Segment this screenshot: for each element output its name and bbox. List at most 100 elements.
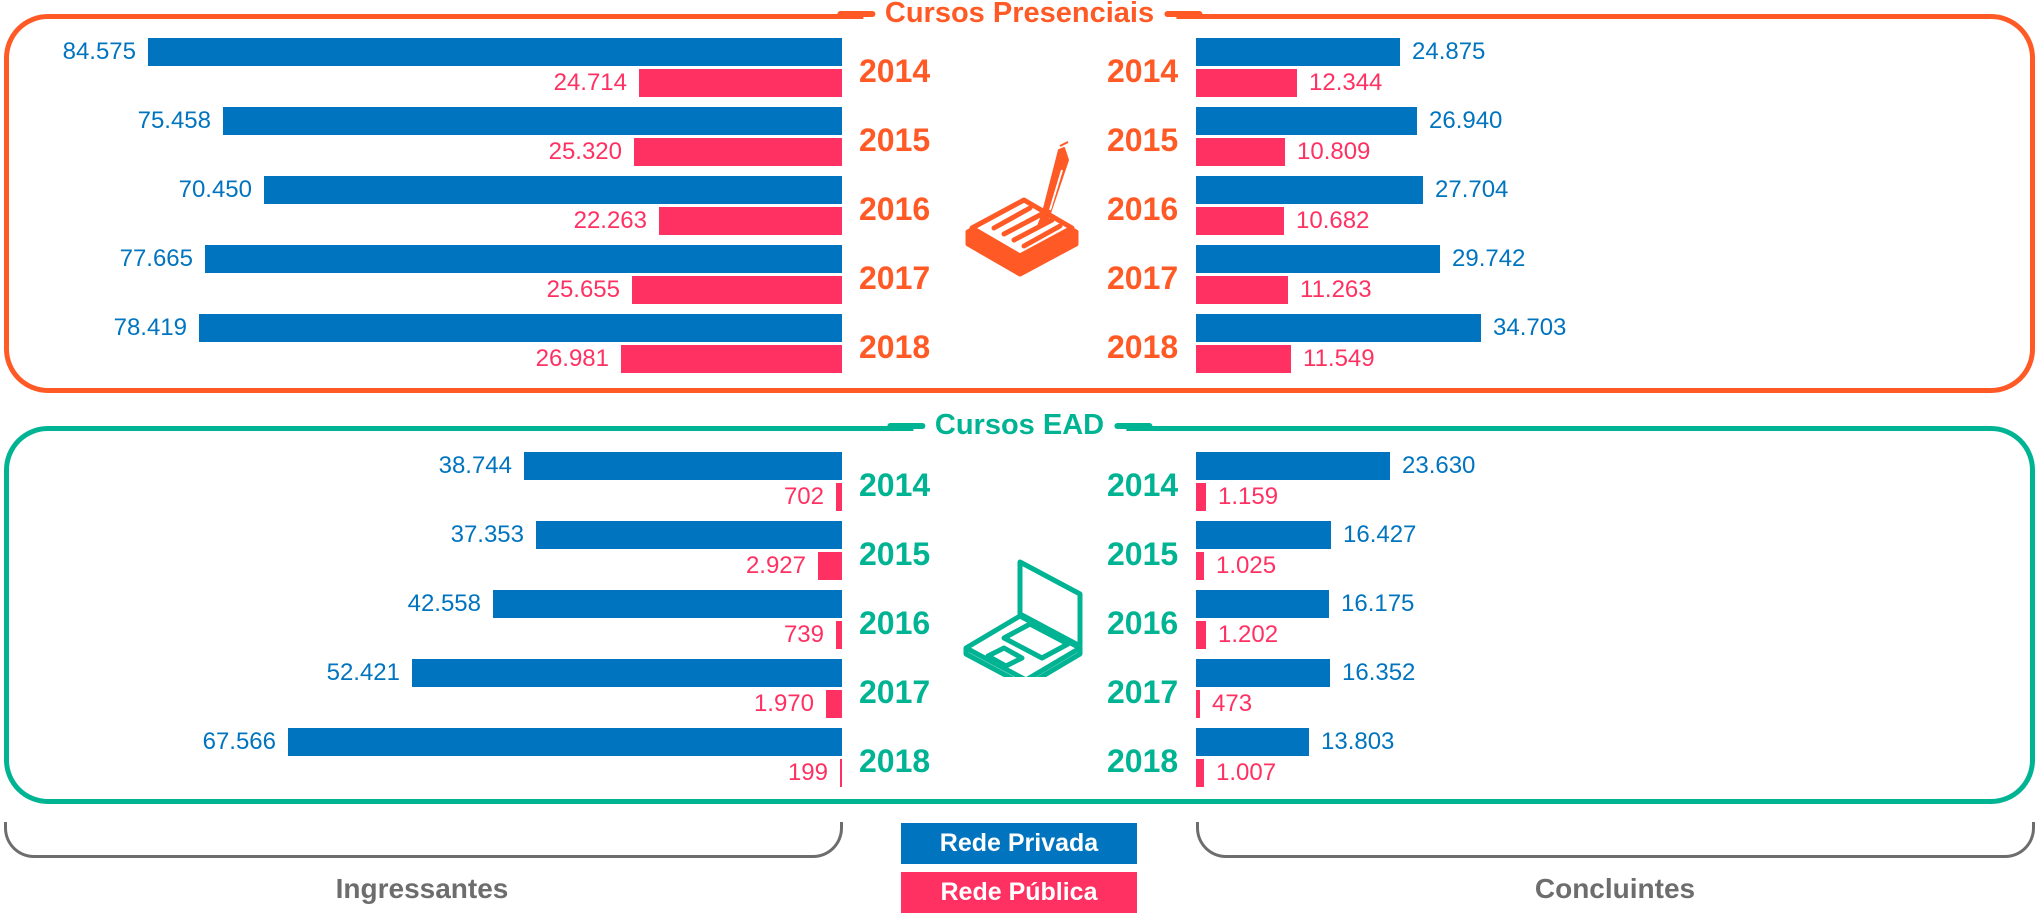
value-label-ingressantes-publica: 24.714 — [553, 69, 627, 96]
bar-concluintes-publica — [1196, 690, 1200, 718]
bar-ingressantes-privada — [493, 590, 842, 618]
year-label-right: 2016 — [1107, 605, 1179, 641]
bar-ingressantes-publica — [836, 483, 842, 511]
bar-ingressantes-publica — [621, 345, 842, 373]
bracket-ingressantes — [4, 822, 843, 858]
bar-concluintes-publica — [1196, 345, 1291, 373]
bar-ingressantes-publica — [826, 690, 842, 718]
panel-title: Cursos Presenciais — [836, 0, 1203, 30]
value-label-concluintes-publica: 10.809 — [1297, 138, 1371, 165]
value-label-ingressantes-privada: 42.558 — [407, 590, 481, 617]
bar-ingressantes-publica — [632, 276, 842, 304]
bar-concluintes-privada — [1196, 314, 1481, 342]
bar-concluintes-publica — [1196, 69, 1297, 97]
bar-concluintes-publica — [1196, 552, 1204, 580]
value-label-ingressantes-publica: 26.981 — [535, 345, 609, 372]
value-label-ingressantes-publica: 702 — [783, 483, 824, 510]
value-label-concluintes-publica: 11.549 — [1303, 345, 1375, 372]
value-label-concluintes-privada: 16.175 — [1341, 590, 1415, 617]
bar-concluintes-publica — [1196, 276, 1288, 304]
bar-concluintes-publica — [1196, 621, 1206, 649]
value-label-concluintes-publica: 473 — [1212, 690, 1253, 717]
year-label-left: 2018 — [859, 329, 931, 365]
value-label-concluintes-publica: 1.202 — [1218, 621, 1279, 648]
bar-concluintes-publica — [1196, 759, 1204, 787]
label-concluintes: Concluintes — [1534, 873, 1696, 904]
bar-ingressantes-publica — [659, 207, 842, 235]
value-label-concluintes-privada: 29.742 — [1452, 245, 1526, 272]
bar-ingressantes-publica — [836, 621, 842, 649]
value-label-ingressantes-publica: 2.927 — [745, 552, 806, 579]
laptop-icon — [963, 559, 1083, 677]
year-label-left: 2016 — [859, 191, 931, 227]
bar-concluintes-publica — [1196, 138, 1285, 166]
bracket-concluintes — [1196, 822, 2035, 858]
value-label-ingressantes-privada: 84.575 — [62, 38, 136, 65]
value-label-concluintes-privada: 16.352 — [1342, 659, 1416, 686]
bar-concluintes-privada — [1196, 245, 1440, 273]
year-label-right: 2015 — [1107, 536, 1179, 572]
legend-rede-privada: Rede Privada — [901, 823, 1137, 864]
legend-rede-publica: Rede Pública — [901, 872, 1137, 913]
bar-concluintes-publica — [1196, 483, 1206, 511]
value-label-concluintes-privada: 34.703 — [1493, 314, 1567, 341]
bar-concluintes-privada — [1196, 176, 1423, 204]
label-ingressantes: Ingressantes — [335, 873, 509, 904]
year-label-left: 2015 — [859, 122, 931, 158]
value-label-ingressantes-privada: 67.566 — [202, 728, 276, 755]
panel-cursos-ead: Cursos EAD — [4, 409, 2035, 804]
value-label-concluintes-publica: 11.263 — [1300, 276, 1372, 303]
value-label-ingressantes-publica: 739 — [783, 621, 824, 648]
year-label-right: 2014 — [1107, 53, 1179, 89]
bar-ingressantes-publica — [840, 759, 842, 787]
value-label-ingressantes-privada: 70.450 — [178, 176, 252, 203]
panel-title: Cursos EAD — [886, 409, 1153, 442]
value-label-concluintes-privada: 13.803 — [1321, 728, 1395, 755]
year-label-left: 2016 — [859, 605, 931, 641]
bar-concluintes-privada — [1196, 107, 1417, 135]
bar-ingressantes-privada — [524, 452, 842, 480]
value-label-ingressantes-publica: 1.970 — [753, 690, 814, 717]
bar-ingressantes-privada — [264, 176, 842, 204]
year-label-left: 2014 — [859, 467, 931, 503]
bar-concluintes-privada — [1196, 590, 1329, 618]
bar-ingressantes-publica — [639, 69, 842, 97]
value-label-ingressantes-privada: 52.421 — [326, 659, 400, 686]
bar-ingressantes-publica — [818, 552, 842, 580]
value-label-ingressantes-publica: 199 — [787, 759, 828, 786]
year-label-right: 2017 — [1107, 674, 1179, 710]
year-label-left: 2015 — [859, 536, 931, 572]
year-label-right: 2016 — [1107, 191, 1179, 227]
value-label-ingressantes-privada: 38.744 — [438, 452, 512, 479]
value-label-concluintes-privada: 27.704 — [1435, 176, 1509, 203]
bar-ingressantes-privada — [223, 107, 842, 135]
value-label-concluintes-privada: 16.427 — [1343, 521, 1417, 548]
bar-concluintes-privada — [1196, 452, 1390, 480]
bar-ingressantes-privada — [205, 245, 842, 273]
value-label-concluintes-publica: 10.682 — [1296, 207, 1370, 234]
value-label-concluintes-privada: 26.940 — [1429, 107, 1503, 134]
value-label-concluintes-publica: 12.344 — [1309, 69, 1383, 96]
value-label-concluintes-publica: 1.025 — [1216, 552, 1277, 579]
value-label-concluintes-publica: 1.007 — [1216, 759, 1277, 786]
year-label-left: 2017 — [859, 260, 931, 296]
value-label-ingressantes-publica: 25.655 — [546, 276, 620, 303]
value-label-concluintes-publica: 1.159 — [1218, 483, 1279, 510]
year-label-left: 2017 — [859, 674, 931, 710]
bar-ingressantes-privada — [288, 728, 842, 756]
year-label-right: 2018 — [1107, 743, 1179, 779]
bar-concluintes-privada — [1196, 728, 1309, 756]
book-with-pen-icon — [965, 141, 1079, 277]
year-label-left: 2014 — [859, 53, 931, 89]
bar-concluintes-privada — [1196, 38, 1400, 66]
year-label-right: 2014 — [1107, 467, 1179, 503]
bar-concluintes-privada — [1196, 659, 1330, 687]
bar-concluintes-privada — [1196, 521, 1331, 549]
value-label-ingressantes-privada: 78.419 — [113, 314, 187, 341]
bar-concluintes-publica — [1196, 207, 1284, 235]
value-label-concluintes-privada: 23.630 — [1402, 452, 1476, 479]
value-label-ingressantes-publica: 22.263 — [573, 207, 647, 234]
value-label-concluintes-privada: 24.875 — [1412, 38, 1486, 65]
year-label-right: 2015 — [1107, 122, 1179, 158]
